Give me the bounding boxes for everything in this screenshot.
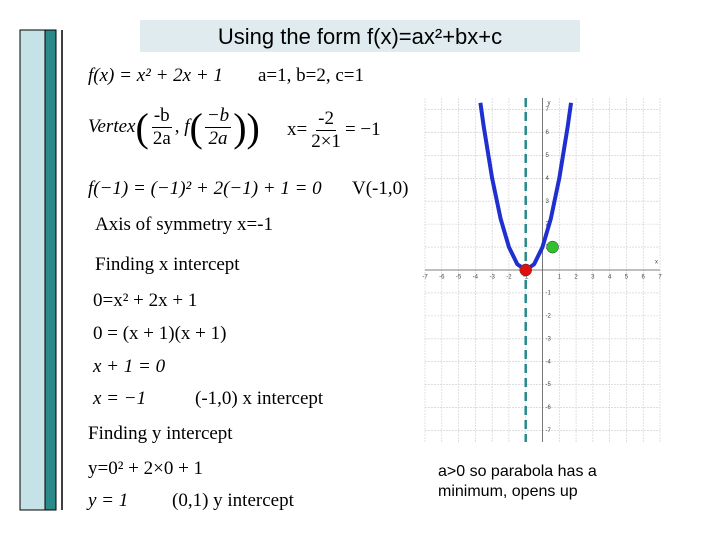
y-tick-label: -7 — [546, 428, 552, 434]
paren: ( — [189, 105, 203, 150]
x-tick-label: 5 — [625, 275, 629, 281]
equation: 0=x² + 2x + 1 — [93, 290, 198, 311]
heading: Finding x intercept — [95, 254, 240, 275]
fraction: -2 2×1 — [309, 108, 343, 153]
axis-label: x — [655, 260, 658, 266]
x-tick-label: -4 — [473, 275, 479, 281]
x-tick-label: 3 — [591, 275, 595, 281]
x-tick-label: -1 — [523, 275, 529, 281]
paren: ( — [135, 105, 149, 150]
denominator: 2×1 — [311, 131, 341, 152]
graph: -7-6-5-4-3-2-11234567-7-6-5-4-3-2-112345… — [422, 98, 662, 442]
denominator: 2a — [208, 128, 228, 149]
point — [546, 240, 559, 254]
x-tick-label: -3 — [489, 275, 495, 281]
x-tick-label: -6 — [439, 275, 445, 281]
y-tick-label: -4 — [546, 359, 552, 365]
slide-title: Using the form f(x)=ax²+bx+c — [140, 20, 580, 52]
equation: a=1, b=2, c=1 — [258, 65, 365, 86]
equation: x = −1 — [93, 388, 147, 409]
x-tick-label: -5 — [456, 275, 462, 281]
x-tick-label: 6 — [642, 275, 646, 281]
vertex-x: x= -2 2×1 = −1 — [287, 108, 381, 153]
x-tick-label: -2 — [506, 275, 512, 281]
label: f — [184, 115, 190, 137]
equation: y=0² + 2×0 + 1 — [88, 458, 204, 479]
text-line: (0,1) y intercept — [172, 490, 294, 511]
axis-label: y — [548, 101, 551, 107]
x-tick-label: 1 — [558, 275, 562, 281]
x-tick-label: 7 — [658, 275, 662, 281]
label: x= — [287, 118, 308, 140]
y-tick-label: 3 — [546, 199, 550, 205]
denominator: 2a — [152, 128, 171, 149]
equation: x + 1 = 0 — [93, 356, 166, 377]
y-tick-label: 6 — [546, 130, 550, 136]
numerator: −b — [204, 105, 232, 128]
point — [519, 263, 532, 277]
equation: f(−1) = (−1)² + 2(−1) + 1 = 0 — [88, 178, 322, 199]
paren: )) — [233, 105, 260, 150]
text-line: (-1,0) x intercept — [195, 388, 324, 409]
y-tick-label: 4 — [546, 176, 550, 182]
note: a>0 so parabola has a minimum, opens up — [438, 463, 597, 500]
result: = −1 — [344, 118, 381, 140]
y-tick-label: -5 — [546, 382, 552, 388]
y-tick-label: 5 — [546, 153, 550, 159]
side-bar — [44, 29, 57, 511]
y-tick-label: 7 — [546, 107, 550, 113]
y-tick-label: -6 — [546, 405, 552, 411]
side-bar — [19, 29, 46, 511]
text-line: Axis of symmetry x=-1 — [95, 214, 274, 235]
fraction: −b 2a — [204, 105, 232, 150]
x-tick-label: -7 — [422, 275, 428, 281]
numerator: -b — [151, 105, 172, 128]
equation: V(-1,0) — [352, 178, 409, 199]
heading: Finding y intercept — [88, 423, 233, 444]
equation: 0 = (x + 1)(x + 1) — [93, 323, 227, 344]
equation: f(x) = x² + 2x + 1 — [88, 65, 223, 86]
x-tick-label: 4 — [608, 275, 612, 281]
fraction: -b 2a — [151, 105, 173, 150]
label: Vertex — [88, 115, 136, 137]
y-tick-label: -1 — [546, 291, 552, 297]
y-tick-label: -3 — [546, 336, 552, 342]
y-tick-label: -2 — [546, 313, 552, 319]
vertex-formula: Vertex(-b 2a, f(−b 2a)) — [88, 105, 260, 150]
numerator: -2 — [316, 108, 336, 131]
equation: y = 1 — [88, 490, 129, 511]
x-tick-label: 2 — [574, 275, 578, 281]
